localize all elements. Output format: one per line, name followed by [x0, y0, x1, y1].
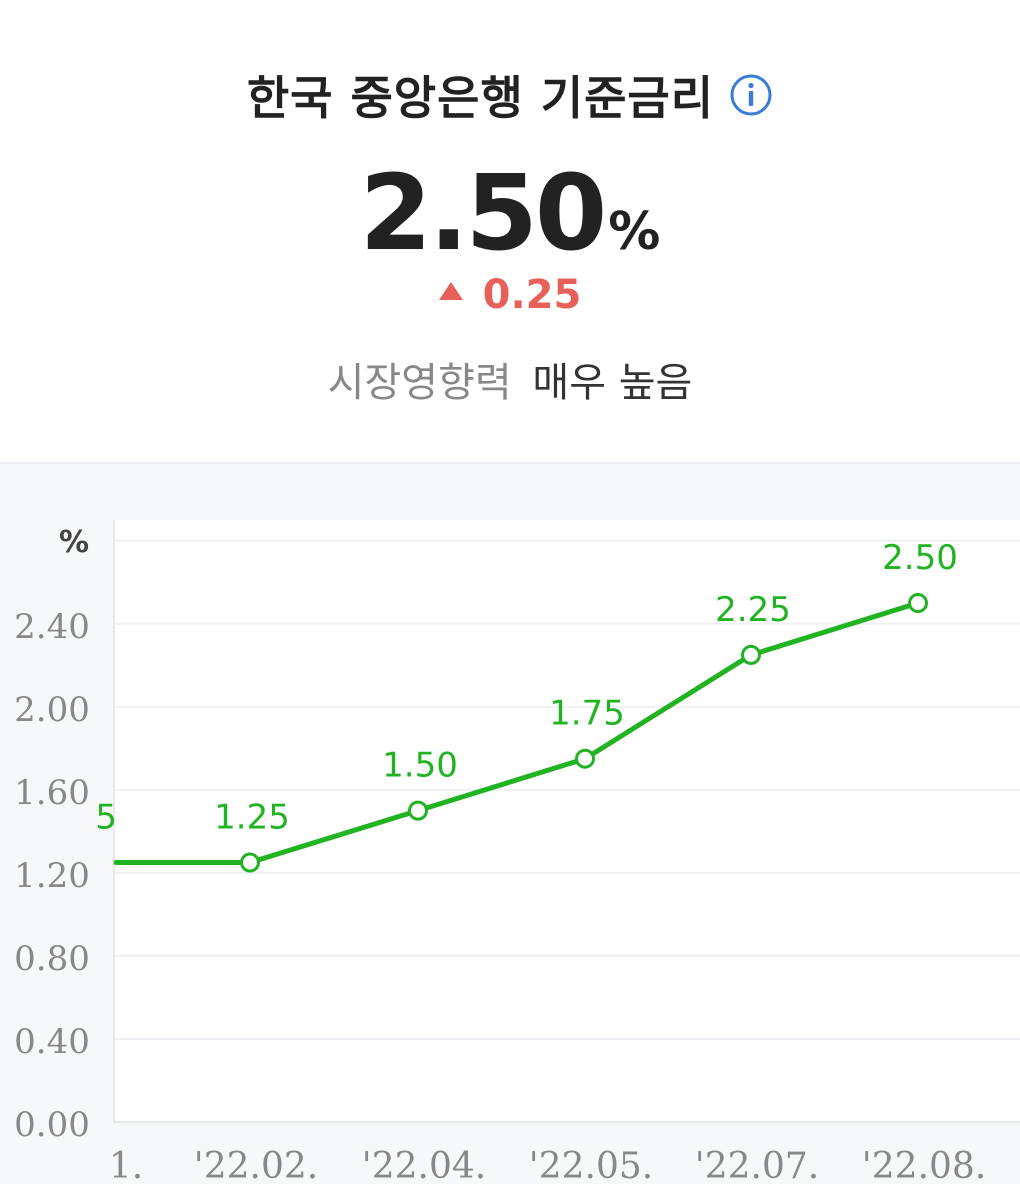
y-tick-label: 1.60 [14, 773, 90, 813]
data-point [908, 593, 928, 614]
data-label: 1.50 [382, 746, 458, 786]
rate-header: 한국 중앙은행 기준금리 2.50% 0.25 시장영향력 매우 높음 [0, 0, 1020, 462]
market-impact: 시장영향력 매우 높음 [0, 350, 1020, 408]
title-row: 한국 중앙은행 기준금리 [0, 62, 1020, 128]
rate-display: 2.50% [0, 152, 1020, 274]
x-tick-label: '22.02. [194, 1146, 318, 1184]
rate-value: 2.50 [359, 152, 608, 274]
y-tick-label: 0.80 [14, 939, 90, 979]
y-tick-label: 0.40 [14, 1022, 90, 1062]
series-line [113, 600, 921, 866]
impact-label: 시장영향력 [327, 360, 512, 406]
y-unit-label: % [59, 525, 89, 560]
data-label: 2.25 [715, 590, 791, 630]
info-icon[interactable] [729, 73, 773, 117]
data-point [575, 748, 595, 769]
data-point [408, 800, 428, 821]
y-tick-label: 0.00 [14, 1105, 90, 1145]
page-title: 한국 중앙은행 기준금리 [246, 71, 715, 125]
y-tick-label: 1.20 [14, 856, 90, 896]
y-tick-label: 2.40 [14, 607, 90, 647]
triangle-up-icon [438, 282, 463, 300]
data-label: 2.50 [882, 538, 958, 578]
change-value: 0.25 [482, 272, 582, 318]
data-point [240, 852, 260, 873]
data-point [741, 644, 761, 665]
data-label-partial: 5 [95, 798, 117, 838]
x-tick-label: 1. [109, 1146, 143, 1184]
x-tick-label: '22.05. [529, 1146, 653, 1184]
x-tick-label: '22.08. [862, 1146, 986, 1184]
rate-change: 0.25 [0, 272, 1020, 318]
rate-unit: % [608, 202, 661, 262]
y-tick-label: 2.00 [14, 690, 90, 730]
line-chart: % 0.00 0.40 0.80 1.20 1.60 2.00 2.40 1. '22.02. '2… [14, 520, 1020, 1184]
x-tick-label: '22.04. [362, 1146, 486, 1184]
rate-chart: % 0.00 0.40 0.80 1.20 1.60 2.00 2.40 1. '22.02. '2… [0, 462, 1020, 1184]
x-tick-label: '22.07. [695, 1146, 819, 1184]
data-label: 1.75 [549, 694, 625, 734]
data-label: 1.25 [214, 798, 290, 838]
impact-value: 매우 높음 [532, 360, 693, 406]
